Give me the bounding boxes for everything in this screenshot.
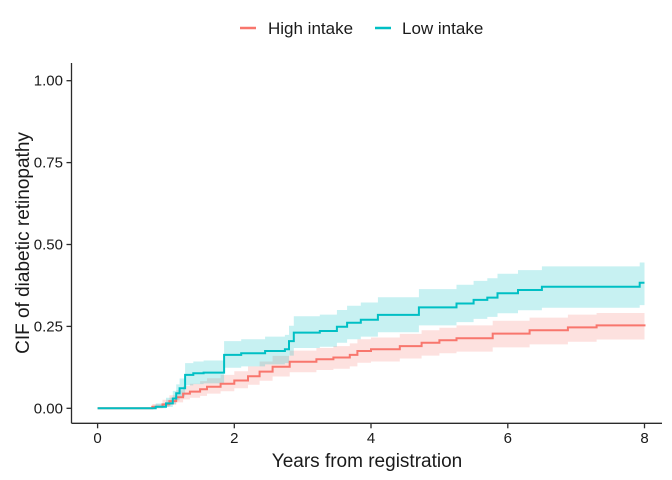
- confidence-bands-layer: [97, 262, 645, 409]
- x-tick-label: 2: [230, 430, 238, 447]
- legend-label: High intake: [268, 19, 353, 38]
- y-axis-title: CIF of diabetic retinopathy: [13, 132, 34, 354]
- x-tick-label: 6: [504, 430, 512, 447]
- y-tick-label: 0.25: [34, 318, 63, 335]
- tick-labels-layer: 0 2 4 6 8 0.00 0.25 0.50 0.75 1.00: [34, 73, 649, 447]
- legend-item-high-intake: High intake: [240, 19, 353, 38]
- x-tick-label: 8: [640, 430, 648, 447]
- legend-item-low-intake: Low intake: [375, 19, 483, 38]
- series-lines-layer: [97, 281, 646, 410]
- x-tick-label: 4: [367, 430, 375, 447]
- axes-layer: [70, 63, 662, 424]
- series-line-low-intake: [97, 281, 645, 410]
- y-tick-label: 0.50: [34, 237, 63, 254]
- confidence-band-low-intake: [97, 262, 645, 409]
- y-tick-label: 0.75: [34, 155, 63, 172]
- legend-label: Low intake: [402, 19, 483, 38]
- x-axis-title: Years from registration: [272, 451, 462, 472]
- legend: High intake Low intake: [240, 19, 483, 38]
- y-tick-label: 1.00: [34, 73, 63, 90]
- series-line-high-intake: [97, 324, 646, 410]
- y-tick-label: 0.00: [34, 400, 63, 417]
- x-tick-label: 0: [93, 430, 101, 447]
